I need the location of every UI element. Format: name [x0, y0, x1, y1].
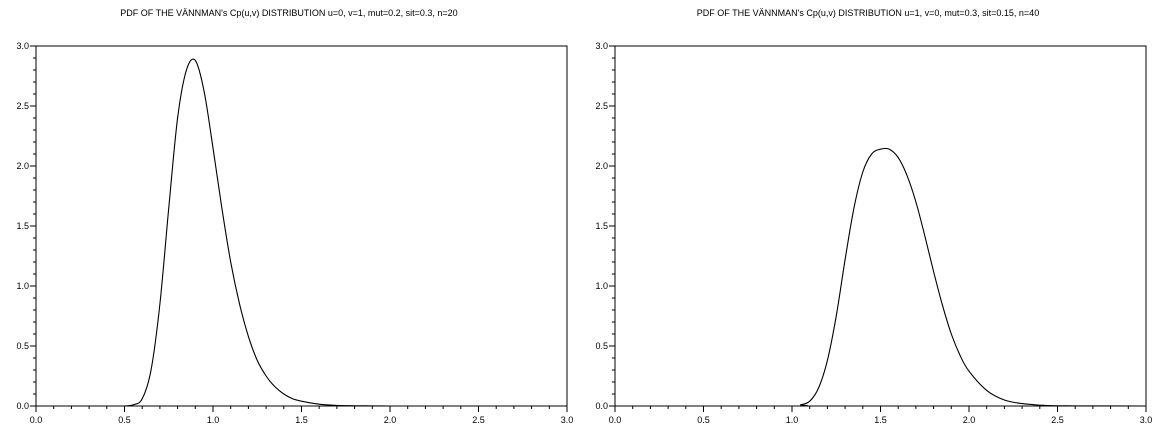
x-tick-label: 0.5: [697, 415, 710, 425]
chart-panel-left: PDF OF THE VÄNNMAN's Cp(u,v) DISTRIBUTIO…: [0, 0, 578, 429]
y-tick-label: 2.5: [595, 101, 608, 111]
y-tick-label: 2.0: [595, 161, 608, 171]
x-tick-label: 1.0: [207, 415, 220, 425]
plot-frame: [614, 45, 1147, 407]
x-tick-label: 2.5: [1051, 415, 1064, 425]
chart-plot-left: 0.0 0.5 1.0 1.5 2.0 2.5 3.0 0.0 0.5 1.0 1.5 2.0 2.5 3…: [16, 41, 574, 425]
y-tick-label: 1.5: [595, 221, 608, 231]
x-tick-label: 0.0: [30, 415, 43, 425]
chart-title: PDF OF THE VÄNNMAN's Cp(u,v) DISTRIBUTIO…: [696, 8, 1040, 18]
chart-plot-right: 0.0 0.5 1.0 1.5 2.0 2.5 3.0 0.0 0.5 1.0 1.5 2.0 2.5 3…: [595, 41, 1153, 425]
y-tick-label: 1.0: [16, 281, 29, 291]
y-tick-label: 1.0: [595, 281, 608, 291]
x-tick-label: 2.5: [472, 415, 485, 425]
y-tick-label: 2.5: [16, 101, 29, 111]
y-tick-label: 0.5: [595, 341, 608, 351]
x-tick-label: 2.0: [384, 415, 397, 425]
x-tick-label: 1.5: [295, 415, 308, 425]
plot-frame: [35, 45, 568, 407]
y-tick-label: 0.5: [16, 341, 29, 351]
x-tick-label: 0.0: [609, 415, 622, 425]
y-tick-label: 0.0: [595, 401, 608, 411]
y-tick-label: 0.0: [16, 401, 29, 411]
x-tick-label: 1.5: [874, 415, 887, 425]
y-tick-label: 3.0: [16, 41, 29, 51]
x-tick-label: 3.0: [1140, 415, 1153, 425]
y-tick-label: 3.0: [595, 41, 608, 51]
x-tick-label: 2.0: [963, 415, 976, 425]
pdf-curve: [124, 58, 567, 407]
y-tick-label: 1.5: [16, 221, 29, 231]
x-tick-label: 0.5: [118, 415, 131, 425]
pdf-curve: [615, 147, 1147, 407]
chart-panel-right: PDF OF THE VÄNNMAN's Cp(u,v) DISTRIBUTIO…: [579, 0, 1157, 429]
y-tick-label: 2.0: [16, 161, 29, 171]
chart-title: PDF OF THE VÄNNMAN's Cp(u,v) DISTRIBUTIO…: [120, 8, 458, 18]
x-tick-label: 1.0: [786, 415, 799, 425]
x-tick-label: 3.0: [561, 415, 574, 425]
